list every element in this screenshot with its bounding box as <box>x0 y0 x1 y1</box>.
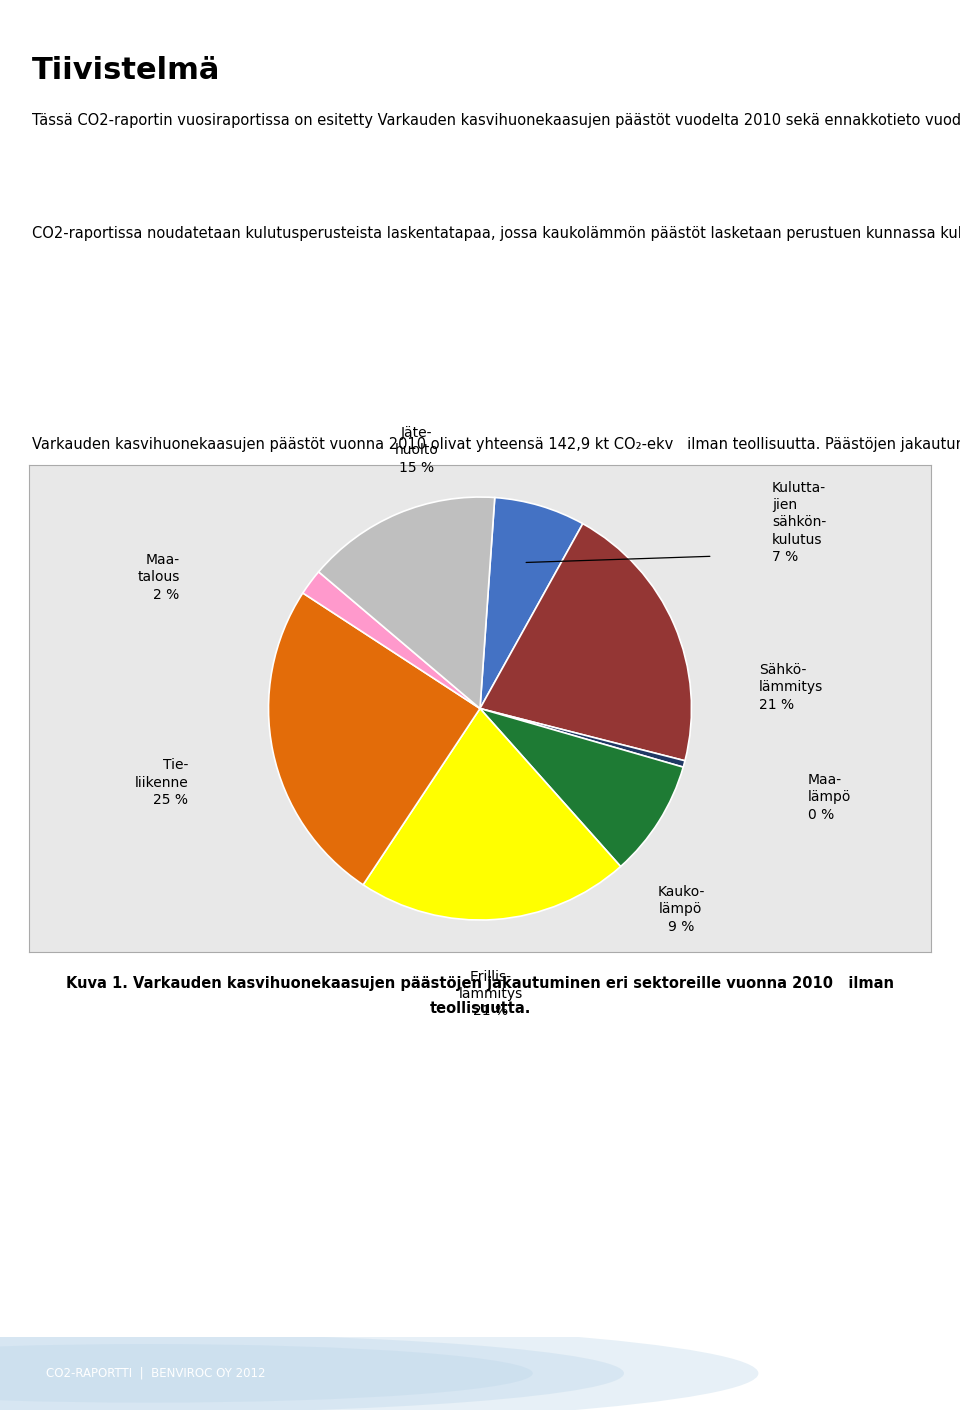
Wedge shape <box>363 708 620 919</box>
Text: Kuva 1. Varkauden kasvihuonekaasujen päästöjen jakautuminen eri sektoreille vuon: Kuva 1. Varkauden kasvihuonekaasujen pää… <box>66 976 894 991</box>
Wedge shape <box>480 708 684 867</box>
Text: Maa-
talous
2 %: Maa- talous 2 % <box>137 553 180 602</box>
Circle shape <box>0 1344 533 1403</box>
Text: Varkauden kasvihuonekaasujen päästöt vuonna 2010 olivat yhteensä 142,9 kt CO₂-ek: Varkauden kasvihuonekaasujen päästöt vuo… <box>32 437 960 453</box>
Wedge shape <box>319 498 494 708</box>
Text: Kauko-
lämpö
9 %: Kauko- lämpö 9 % <box>658 885 705 933</box>
Circle shape <box>0 1332 624 1410</box>
Text: teollisuutta.: teollisuutta. <box>429 1001 531 1017</box>
Text: Maa-
lämpö
0 %: Maa- lämpö 0 % <box>807 773 852 822</box>
Wedge shape <box>302 572 480 708</box>
Wedge shape <box>480 498 583 708</box>
Wedge shape <box>269 594 480 885</box>
Text: CO2-raportissa noudatetaan kulutusperusteista laskentatapaa, jossa kaukolämmön p: CO2-raportissa noudatetaan kulutusperust… <box>32 226 960 241</box>
Text: Tie-
liikenne
25 %: Tie- liikenne 25 % <box>134 759 188 807</box>
Text: Sähkö-
lämmitys
21 %: Sähkö- lämmitys 21 % <box>759 663 824 712</box>
Wedge shape <box>480 523 691 761</box>
Text: 5: 5 <box>916 1361 933 1386</box>
Text: Tiivistelmä: Tiivistelmä <box>32 56 220 86</box>
Text: Kulutta-
jien
sähkön-
kulutus
7 %: Kulutta- jien sähkön- kulutus 7 % <box>772 481 827 564</box>
Text: Erillis-
lämmitys
21 %: Erillis- lämmitys 21 % <box>459 970 522 1018</box>
Wedge shape <box>480 708 684 767</box>
Text: CO2-RAPORTTI  |  BENVIROC OY 2012: CO2-RAPORTTI | BENVIROC OY 2012 <box>46 1366 266 1380</box>
Text: Tässä CO2-raportin vuosiraportissa on esitetty Varkauden kasvihuonekaasujen pääs: Tässä CO2-raportin vuosiraportissa on es… <box>32 113 960 128</box>
Text: Jäte-
huolto
15 %: Jäte- huolto 15 % <box>395 426 439 475</box>
Circle shape <box>0 1318 758 1410</box>
